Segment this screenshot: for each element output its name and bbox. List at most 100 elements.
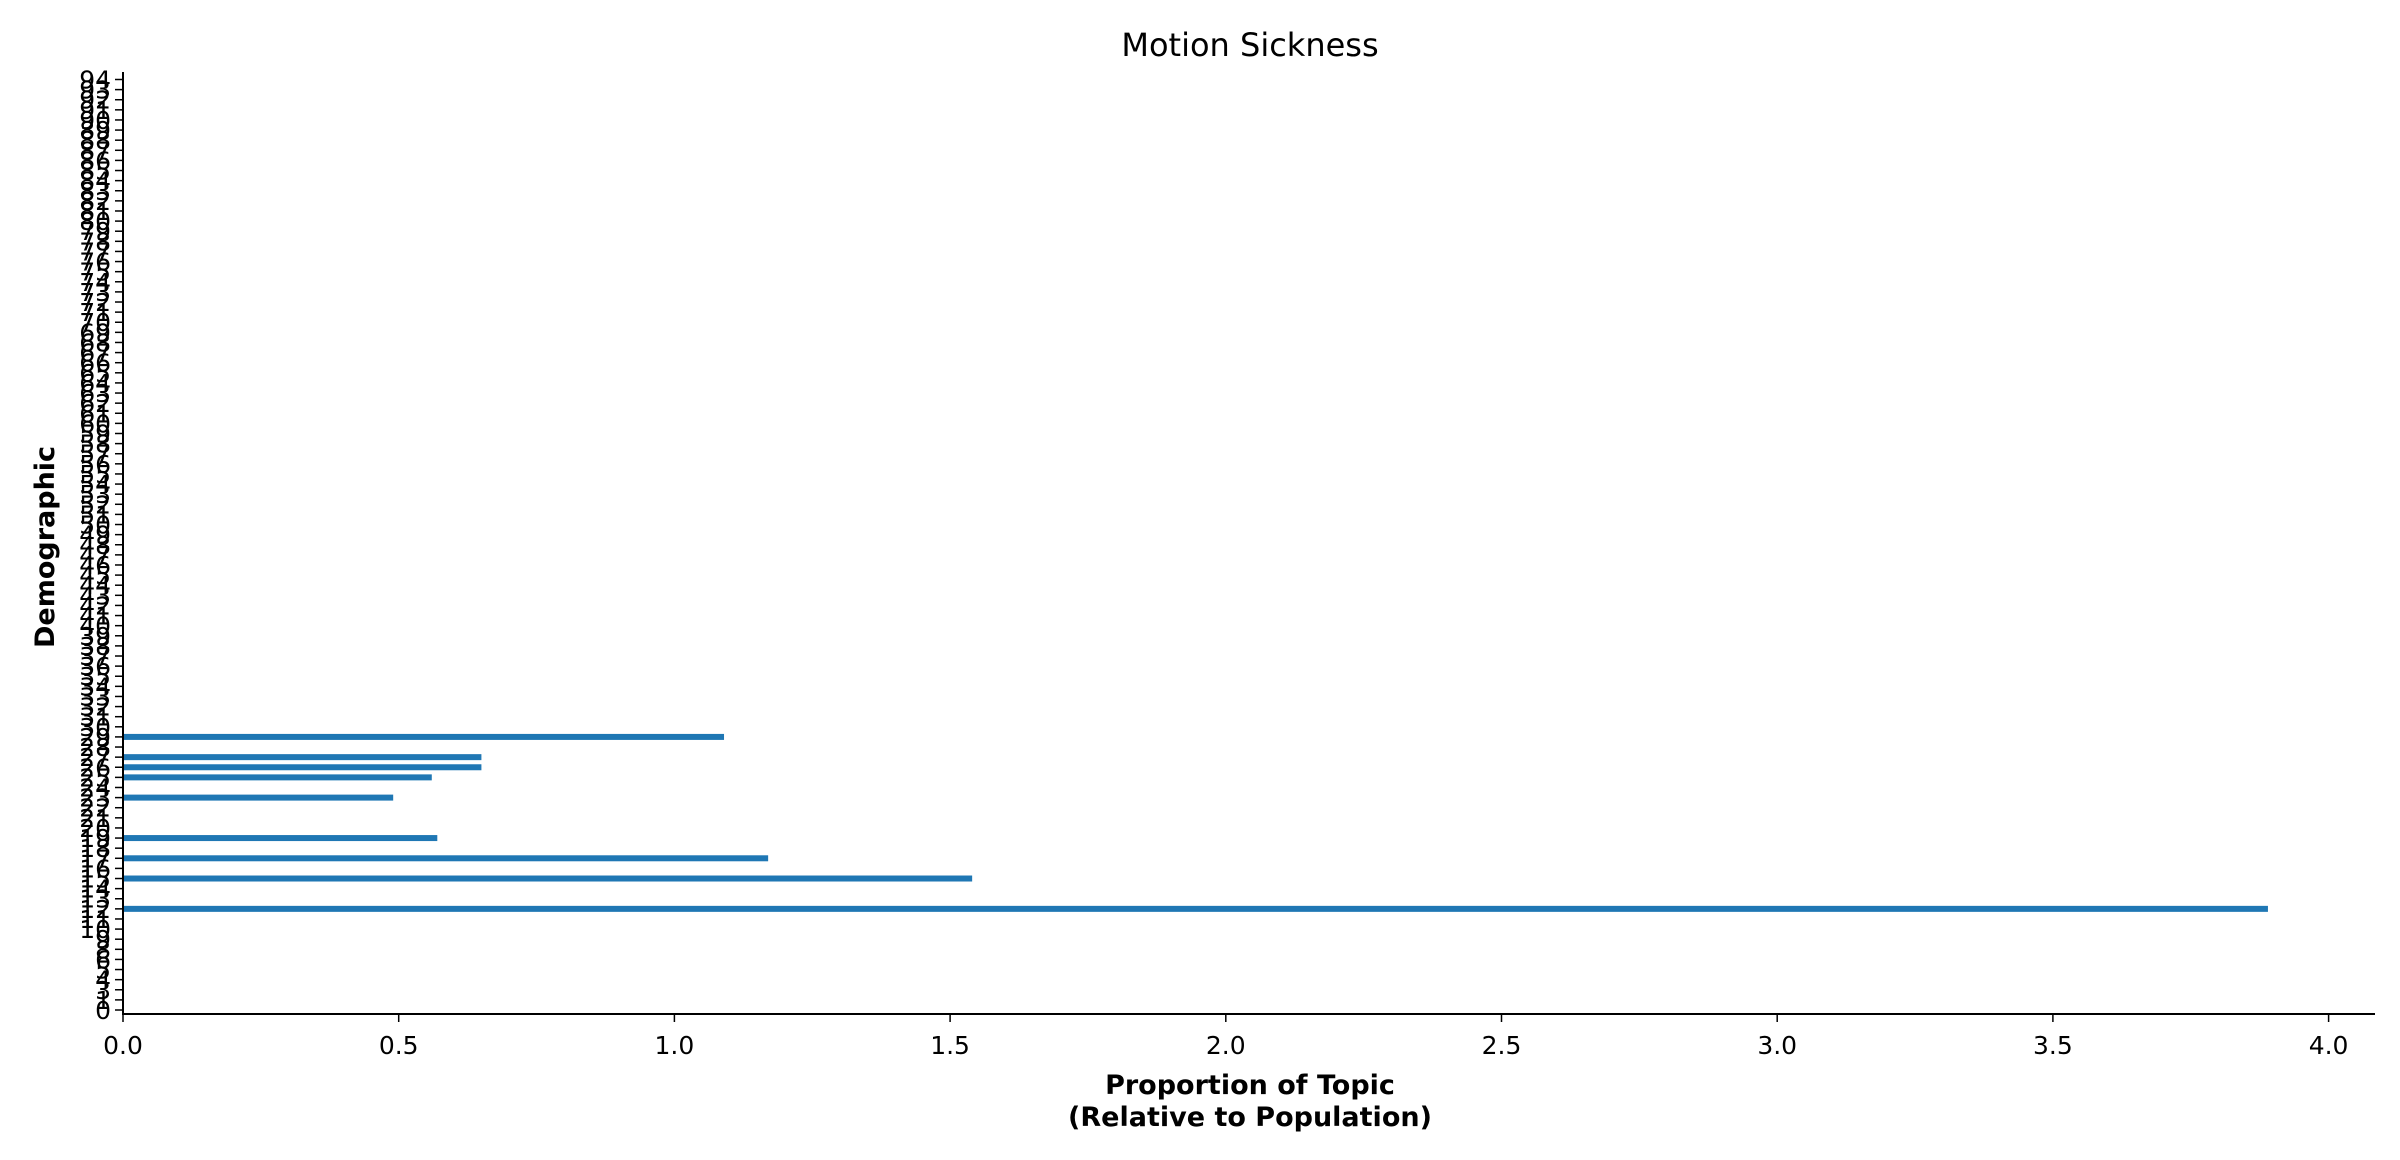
y-tick-label: 78	[79, 227, 111, 256]
y-tick-label: 72	[79, 288, 111, 317]
y-tick-label: 36	[79, 652, 111, 681]
y-tick-label: 69	[79, 318, 111, 347]
y-tick-label: 37	[79, 642, 111, 671]
y-tick-label: 91	[79, 96, 111, 125]
y-tick-label: 11	[79, 905, 111, 934]
y-tick-label: 71	[79, 298, 111, 327]
y-tick-label: 15	[79, 865, 111, 894]
bar-19	[123, 835, 438, 842]
y-tick-label: 75	[79, 258, 111, 287]
y-tick-label: 48	[79, 531, 111, 560]
y-tick-label: 84	[79, 167, 111, 196]
y-tick-label: 70	[79, 308, 111, 337]
y-tick-label: 6	[95, 945, 111, 974]
y-tick-label: 39	[79, 622, 111, 651]
bar-17	[123, 855, 769, 862]
y-tick-label: 61	[79, 399, 111, 428]
y-tick-label: 81	[79, 197, 111, 226]
x-tick-label: 2.0	[1206, 1031, 1246, 1060]
bars-layer	[123, 733, 2268, 912]
y-tick-label: 19	[79, 824, 111, 853]
y-tick-label: 12	[79, 895, 111, 924]
y-tick-label: 76	[79, 248, 111, 277]
x-tick-label: 0.0	[103, 1031, 143, 1060]
y-tick-label: 34	[79, 672, 111, 701]
y-tick-label: 25	[79, 763, 111, 792]
bar-27	[123, 754, 482, 761]
y-tick-label: 35	[79, 662, 111, 691]
x-tick-label: 3.5	[2033, 1031, 2073, 1060]
y-tick-label: 63	[79, 379, 111, 408]
y-tick-label: 24	[79, 773, 111, 802]
y-tick-label: 18	[79, 834, 111, 863]
y-tick-label: 85	[79, 157, 111, 186]
y-tick-label: 52	[79, 490, 111, 519]
y-tick-label: 74	[79, 268, 111, 297]
y-tick-label: 27	[79, 743, 111, 772]
y-tick-label: 80	[79, 207, 111, 236]
y-tick-label: 49	[79, 521, 111, 550]
y-tick-label: 38	[79, 632, 111, 661]
y-tick-label: 43	[79, 581, 111, 610]
chart-title: Motion Sickness	[1121, 26, 1378, 64]
y-tick-label: 13	[79, 885, 111, 914]
y-tick-label: 47	[79, 541, 111, 570]
y-tick-label: 77	[79, 237, 111, 266]
bar-25	[123, 774, 432, 781]
y-tick-label: 31	[79, 703, 111, 732]
y-tick-label: 21	[79, 804, 111, 833]
bar-26	[123, 764, 482, 771]
y-tick-label: 8	[95, 935, 111, 964]
y-tick-label: 42	[79, 591, 111, 620]
y-tick-label: 66	[79, 349, 111, 378]
y-tick-label: 68	[79, 328, 111, 357]
y-tick-label: 22	[79, 794, 111, 823]
x-tick-label: 0.5	[379, 1031, 419, 1060]
y-tick-label: 41	[79, 602, 111, 631]
y-tick-label: 90	[79, 106, 111, 135]
y-tick-label: 9	[95, 925, 111, 954]
y-tick-label: 28	[79, 733, 111, 762]
x-tick-label: 2.5	[1482, 1031, 1522, 1060]
x-tick-label: 4.0	[2309, 1031, 2349, 1060]
bar-15	[123, 875, 973, 882]
y-tick-label: 62	[79, 389, 111, 418]
y-tick-label: 83	[79, 177, 111, 206]
x-ticks-layer: 0.0 0.5 1.0 1.5 2.0 2.5 3.0 3.5 4.0	[103, 1014, 2348, 1060]
y-tick-label: 3	[95, 976, 111, 1005]
bar-23	[123, 794, 394, 801]
y-tick-label: 5	[95, 956, 111, 985]
y-tick-label: 64	[79, 369, 111, 398]
y-tick-label: 59	[79, 419, 111, 448]
bar-12	[123, 905, 2268, 912]
y-tick-label: 40	[79, 612, 111, 641]
y-tick-label: 44	[79, 571, 111, 600]
y-tick-label: 67	[79, 339, 111, 368]
y-tick-label: 14	[79, 875, 111, 904]
y-tick-label: 20	[79, 814, 111, 843]
y-tick-label: 93	[79, 76, 111, 105]
x-tick-label: 1.0	[655, 1031, 695, 1060]
y-tick-label: 17	[79, 844, 111, 873]
y-tick-label: 32	[79, 693, 111, 722]
y-tick-label: 73	[79, 278, 111, 307]
x-axis-label-line2: (Relative to Population)	[1068, 1102, 1432, 1133]
y-tick-label: 45	[79, 561, 111, 590]
y-tick-label: 55	[79, 460, 111, 489]
y-tick-label: 88	[79, 126, 111, 155]
y-tick-label: 4	[95, 966, 111, 995]
y-tick-label: 54	[79, 470, 111, 499]
y-tick-label: 92	[79, 86, 111, 115]
y-tick-label: 82	[79, 187, 111, 216]
y-tick-label: 87	[79, 136, 111, 165]
y-tick-label: 26	[79, 753, 111, 782]
y-tick-label: 53	[79, 480, 111, 509]
y-tick-label: 10	[79, 915, 111, 944]
x-tick-label: 1.5	[930, 1031, 970, 1060]
bar-29	[123, 733, 725, 740]
y-tick-label: 0	[95, 996, 111, 1025]
y-tick-label: 89	[79, 116, 111, 145]
y-tick-label: 60	[79, 409, 111, 438]
y-tick-label: 1	[95, 986, 111, 1015]
